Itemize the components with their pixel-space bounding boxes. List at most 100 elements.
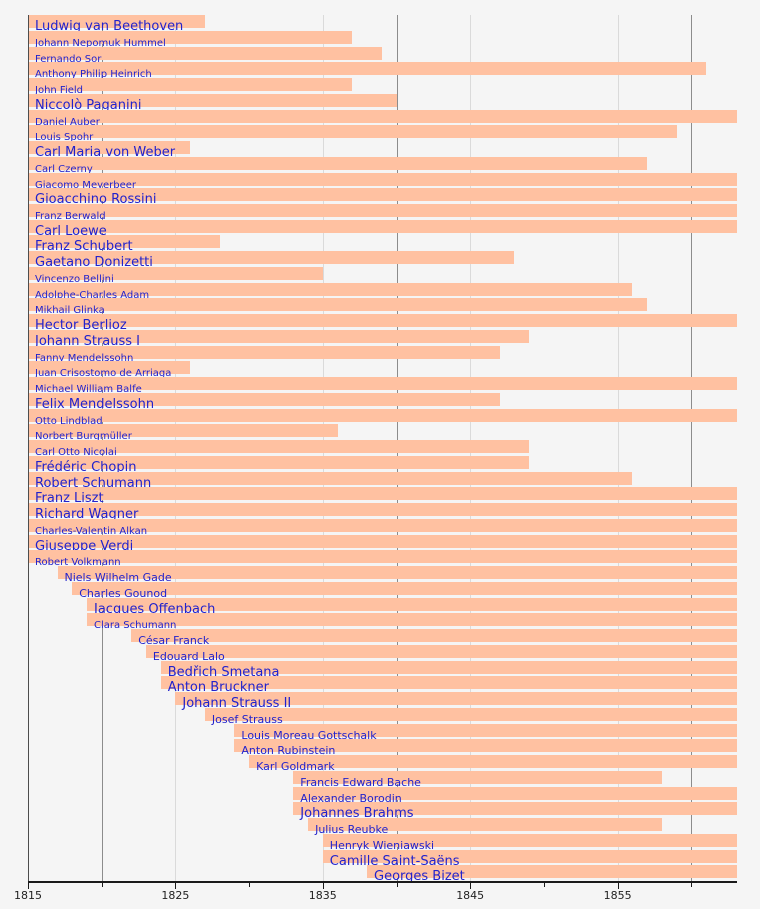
composer-label: John Field bbox=[35, 85, 84, 96]
composer-label: Giuseppe Verdi bbox=[35, 538, 134, 554]
composer-label: Julius Reubke bbox=[315, 823, 389, 836]
composer-bar: Louis Spohr bbox=[28, 125, 677, 143]
composer-bar: César Franck bbox=[131, 629, 737, 647]
composer-label: Franz Liszt bbox=[35, 491, 104, 507]
composer-label: Gioacchino Rossini bbox=[35, 192, 157, 208]
composer-label: Anthony Philip Heinrich bbox=[35, 69, 152, 81]
composer-label: Mikhail Glinka bbox=[35, 305, 105, 317]
composer-label: Bedřich Smetana bbox=[167, 664, 280, 680]
composer-bar: Franz Liszt bbox=[28, 487, 737, 505]
composer-bar: Francis Edward Bache bbox=[293, 770, 662, 789]
x-axis-tick-label: 1845 bbox=[456, 889, 485, 902]
composer-label: Michael William Balfe bbox=[35, 384, 142, 396]
composer-bar: Robert Schumann bbox=[28, 471, 633, 490]
composer-label: Edouard Lalo bbox=[152, 649, 225, 663]
composer-bar: Clara Schumann bbox=[87, 613, 737, 631]
composer-bar: Ludwig van Beethoven bbox=[28, 15, 205, 33]
composer-bar: Anton Rubinstein bbox=[234, 739, 737, 757]
composer-bar: Jacques Offenbach bbox=[87, 597, 737, 616]
composer-label: Henryk Wieniawski bbox=[329, 838, 435, 852]
composer-bar: Camille Saint-Saëns bbox=[322, 849, 737, 868]
x-axis-tick-label: 1835 bbox=[308, 889, 337, 902]
composer-label: Niels Wilhelm Gade bbox=[64, 571, 172, 585]
composer-label: Adolphe-Charles Adam bbox=[35, 289, 150, 301]
composer-bar: Mikhail Glinka bbox=[28, 298, 648, 316]
composer-bar: Carl Otto Nicolai bbox=[28, 440, 530, 458]
composer-bar: Adolphe-Charles Adam bbox=[28, 282, 633, 301]
composer-label: César Franck bbox=[138, 634, 210, 648]
composer-bar: Fanny Mendelssohn bbox=[28, 345, 500, 364]
x-axis-minor-tick bbox=[543, 883, 545, 887]
composer-bar: Georges Bizet bbox=[367, 865, 737, 883]
composer-bar: Daniel Auber bbox=[28, 109, 737, 128]
composer-label: Jacques Offenbach bbox=[94, 601, 216, 617]
composer-bar: Giacomo Meyerbeer bbox=[28, 172, 737, 191]
composer-bar: Charles-Valentin Alkan bbox=[28, 518, 737, 537]
composer-bar: Michael William Balfe bbox=[28, 377, 737, 395]
composer-label: Otto Lindblad bbox=[35, 415, 103, 427]
composer-label: Louis Moreau Gottschalk bbox=[241, 728, 377, 742]
composer-bar: Karl Goldmark bbox=[249, 755, 737, 773]
x-axis-minor-tick bbox=[249, 883, 251, 887]
composer-bar: Bedřich Smetana bbox=[160, 660, 737, 679]
composer-bar: Anton Bruckner bbox=[160, 676, 737, 694]
x-axis-minor-tick bbox=[396, 883, 398, 887]
composer-bar: Franz Berwald bbox=[28, 203, 737, 222]
composer-bar: Alexander Borodin bbox=[293, 786, 737, 805]
composer-bar: Norbert Burgmüller bbox=[28, 424, 338, 442]
composer-label: Johann Strauss I bbox=[35, 333, 141, 349]
composer-bar: Frédéric Chopin bbox=[28, 455, 530, 474]
composer-label: Robert Volkmann bbox=[35, 557, 121, 569]
composer-label: Anton Rubinstein bbox=[241, 744, 336, 758]
composer-bar: Carl Maria von Weber bbox=[28, 141, 191, 159]
composer-label: Giacomo Meyerbeer bbox=[35, 179, 137, 191]
composer-label: Johann Strauss II bbox=[182, 696, 292, 712]
composer-bar: Juan Crisostomo de Arriaga bbox=[28, 361, 191, 379]
composer-bar: Charles Gounod bbox=[72, 581, 737, 600]
composer-bar: Niccolò Paganini bbox=[28, 93, 397, 112]
composer-bar: Henryk Wieniawski bbox=[322, 833, 737, 852]
composer-bar: Richard Wagner bbox=[28, 503, 737, 521]
composer-bar: Hector Berlioz bbox=[28, 314, 737, 332]
x-axis-tick-label: 1825 bbox=[161, 889, 190, 902]
composer-bar: Otto Lindblad bbox=[28, 408, 737, 427]
composer-bar: Franz Schubert bbox=[28, 235, 220, 253]
composer-bar: Robert Volkmann bbox=[28, 550, 737, 568]
composer-label: Frédéric Chopin bbox=[35, 459, 137, 475]
composer-bar: Carl Loewe bbox=[28, 219, 737, 238]
composer-label: Juan Crisostomo de Arriaga bbox=[35, 368, 172, 380]
composer-label: Charles Gounod bbox=[79, 586, 168, 600]
x-axis-major-tick bbox=[470, 883, 472, 889]
composer-label: Carl Maria von Weber bbox=[35, 145, 176, 160]
x-axis-major-tick bbox=[617, 883, 619, 889]
composer-label: Gaetano Donizetti bbox=[35, 255, 153, 271]
composer-label: Carl Otto Nicolai bbox=[35, 447, 117, 459]
composer-label: Josef Strauss bbox=[211, 712, 283, 726]
composer-label: Carl Loewe bbox=[35, 223, 107, 239]
composer-bar: John Field bbox=[28, 78, 353, 96]
x-axis-tick-label: 1855 bbox=[603, 889, 632, 902]
composer-label: Franz Berwald bbox=[35, 210, 106, 222]
composer-label: Felix Mendelssohn bbox=[35, 396, 155, 412]
x-axis-major-tick bbox=[322, 883, 324, 889]
composer-label: Fanny Mendelssohn bbox=[35, 352, 134, 364]
x-axis-major-tick bbox=[28, 883, 29, 889]
composer-bar: Louis Moreau Gottschalk bbox=[234, 723, 737, 742]
x-axis-line bbox=[28, 881, 737, 883]
composer-bar: Niels Wilhelm Gade bbox=[57, 566, 737, 584]
composer-bar: Vincenzo Bellini bbox=[28, 266, 323, 285]
composer-label: Louis Spohr bbox=[35, 132, 94, 144]
composer-label: Karl Goldmark bbox=[256, 760, 335, 773]
y-axis-spine bbox=[28, 15, 29, 882]
composer-bar: Gaetano Donizetti bbox=[28, 251, 515, 269]
x-axis-major-tick bbox=[175, 883, 177, 889]
composer-label: Niccolò Paganini bbox=[35, 97, 142, 113]
composer-label: Francis Edward Bache bbox=[300, 775, 421, 789]
x-axis-minor-tick bbox=[691, 883, 693, 887]
composer-label: Vincenzo Bellini bbox=[35, 273, 114, 285]
composer-label: Clara Schumann bbox=[94, 620, 177, 632]
composer-bar: Johann Strauss I bbox=[28, 329, 530, 348]
composer-label: Norbert Burgmüller bbox=[35, 431, 132, 443]
composer-bar: Carl Czerny bbox=[28, 156, 648, 175]
